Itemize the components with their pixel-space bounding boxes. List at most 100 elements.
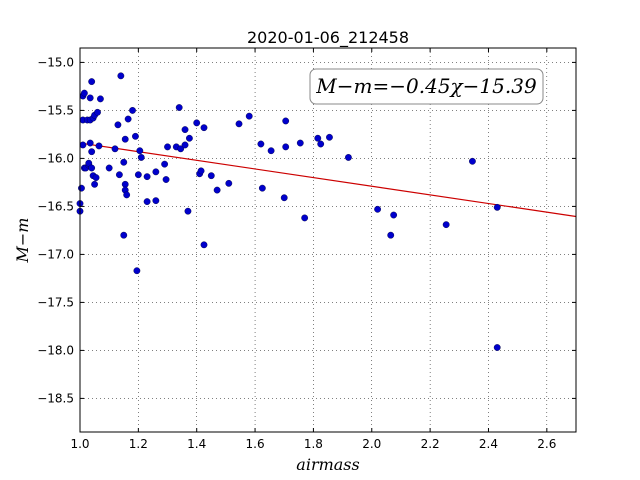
data-point bbox=[161, 160, 169, 168]
data-point bbox=[114, 121, 122, 129]
y-tick-label: −18.5 bbox=[37, 391, 74, 405]
plot-area bbox=[80, 48, 576, 432]
data-point bbox=[152, 168, 160, 176]
data-point bbox=[197, 167, 205, 175]
data-point bbox=[282, 143, 290, 151]
data-point bbox=[95, 142, 103, 150]
data-point bbox=[162, 176, 170, 183]
data-point bbox=[80, 89, 88, 97]
fit-line bbox=[79, 142, 577, 218]
data-point bbox=[79, 141, 87, 149]
data-point bbox=[124, 115, 132, 123]
data-point bbox=[143, 198, 151, 206]
data-point bbox=[133, 267, 141, 275]
data-point bbox=[387, 231, 395, 239]
data-point bbox=[493, 203, 501, 211]
x-tick-label: 1.2 bbox=[129, 437, 148, 451]
x-tick-label: 1.8 bbox=[304, 437, 323, 451]
data-point bbox=[134, 171, 142, 179]
data-point bbox=[296, 139, 304, 147]
data-point bbox=[469, 157, 476, 165]
data-point bbox=[152, 197, 160, 205]
x-tick-label: 2.0 bbox=[362, 437, 381, 451]
data-point bbox=[86, 139, 94, 147]
data-point bbox=[181, 141, 189, 149]
data-point bbox=[317, 140, 325, 148]
data-point bbox=[200, 241, 208, 249]
data-point bbox=[235, 120, 243, 128]
data-point bbox=[301, 214, 309, 222]
data-point bbox=[207, 172, 215, 180]
y-tick-label: −15.0 bbox=[37, 55, 74, 69]
data-point bbox=[193, 119, 201, 127]
data-point bbox=[88, 78, 96, 86]
x-tick-label: 2.4 bbox=[479, 437, 498, 451]
y-tick-label: −18.0 bbox=[37, 343, 74, 357]
x-tick-label: 1.4 bbox=[187, 437, 206, 451]
data-point bbox=[390, 211, 398, 219]
y-tick-label: −17.0 bbox=[37, 247, 74, 261]
data-point bbox=[181, 126, 189, 134]
data-point bbox=[123, 191, 131, 199]
annotation-box bbox=[309, 68, 544, 105]
data-point bbox=[115, 171, 123, 179]
plot-frame bbox=[79, 47, 577, 433]
data-point bbox=[111, 145, 119, 153]
y-axis-label: M−m bbox=[13, 218, 32, 264]
data-point bbox=[136, 147, 144, 155]
data-point bbox=[314, 134, 322, 142]
x-tick-label: 1.0 bbox=[70, 437, 89, 451]
data-point bbox=[86, 94, 94, 102]
data-point bbox=[267, 147, 275, 155]
data-point bbox=[184, 207, 192, 215]
x-tick-label: 2.2 bbox=[421, 437, 440, 451]
data-point bbox=[132, 132, 139, 140]
data-point bbox=[105, 164, 113, 172]
data-point bbox=[88, 148, 96, 156]
data-point bbox=[120, 158, 128, 166]
axis-ticks: 1.0 1.2 1.4 1.6 1.8 2.0 2.2 2.4 2.6 −15.0 −15.5 −16… bbox=[37, 48, 576, 451]
data-point bbox=[186, 134, 193, 142]
data-point bbox=[442, 221, 450, 229]
fit-line-group bbox=[79, 142, 577, 218]
x-axis-label: airmass bbox=[296, 455, 359, 474]
y-tick-label: −16.0 bbox=[37, 151, 74, 165]
data-point bbox=[175, 104, 183, 111]
data-point bbox=[245, 112, 253, 120]
data-point bbox=[345, 154, 352, 161]
data-point bbox=[177, 145, 185, 153]
data-point bbox=[326, 133, 333, 141]
data-point bbox=[280, 194, 288, 202]
grid bbox=[79, 48, 576, 432]
data-point bbox=[213, 186, 221, 194]
data-point bbox=[117, 72, 125, 80]
data-point bbox=[374, 205, 381, 213]
data-point bbox=[200, 124, 208, 132]
data-point bbox=[137, 154, 145, 161]
data-point bbox=[225, 179, 233, 187]
y-tick-label: −16.5 bbox=[37, 199, 74, 213]
y-tick-label: −17.5 bbox=[37, 295, 74, 309]
data-point bbox=[120, 231, 128, 239]
fit-annotation: M−m=−0.45χ−15.39 bbox=[309, 68, 544, 105]
x-tick-label: 2.6 bbox=[537, 437, 556, 451]
data-point bbox=[282, 117, 290, 125]
data-point bbox=[78, 184, 85, 192]
chart-title: 2020-01-06_212458 bbox=[247, 28, 409, 48]
x-tick-label: 1.6 bbox=[246, 437, 265, 451]
annotation-text: M−m=−0.45χ−15.39 bbox=[315, 74, 537, 98]
data-point bbox=[91, 180, 98, 188]
data-point bbox=[493, 344, 501, 351]
data-point bbox=[88, 164, 96, 172]
data-point bbox=[164, 143, 171, 151]
data-point bbox=[143, 173, 151, 181]
data-point bbox=[258, 184, 266, 192]
data-point bbox=[97, 95, 104, 103]
y-tick-label: −15.5 bbox=[37, 103, 74, 117]
data-point bbox=[121, 135, 129, 143]
data-point bbox=[94, 108, 101, 116]
data-point bbox=[257, 140, 265, 148]
data-point bbox=[121, 180, 129, 188]
data-point bbox=[92, 174, 100, 182]
